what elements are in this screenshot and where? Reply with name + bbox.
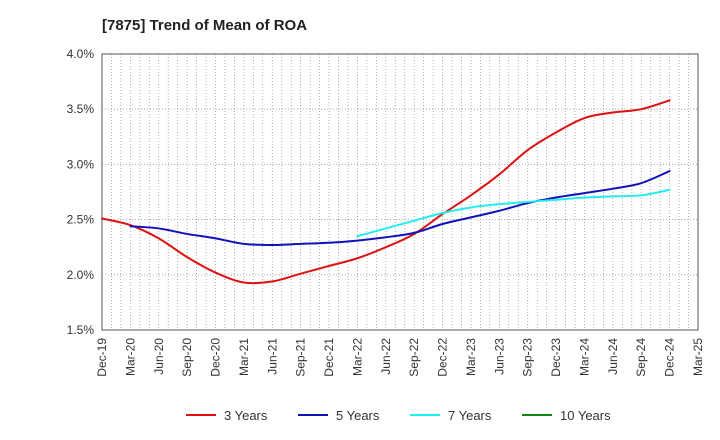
plot-frame bbox=[101, 53, 699, 331]
x-tick-label: Sep-22 bbox=[407, 338, 421, 377]
series-line-3-years bbox=[101, 99, 671, 285]
x-tick-label: Sep-23 bbox=[521, 338, 535, 377]
y-tick-label: 1.5% bbox=[67, 323, 95, 337]
x-tick-label: Mar-24 bbox=[577, 338, 591, 376]
y-tick-label: 3.0% bbox=[67, 157, 95, 171]
y-axis-ticks: 1.5% 2.0% 2.5% 3.0% 3.5% 4.0% bbox=[67, 47, 95, 337]
x-tick-label: Mar-20 bbox=[123, 338, 137, 376]
series-line-5-years bbox=[129, 170, 671, 246]
x-tick-label: Jun-24 bbox=[606, 338, 620, 375]
legend-label-3-years: 3 Years bbox=[224, 408, 268, 423]
x-tick-label: Dec-24 bbox=[663, 338, 677, 377]
x-tick-label: Mar-25 bbox=[691, 338, 705, 376]
x-tick-label: Jun-21 bbox=[265, 338, 279, 375]
x-tick-label: Sep-21 bbox=[294, 338, 308, 377]
x-axis-ticks: Dec-19 Mar-20 Jun-20 Sep-20 Dec-20 Mar-21 Jun-… bbox=[95, 338, 705, 377]
chart-title: [7875] Trend of Mean of ROA bbox=[102, 17, 307, 34]
x-tick-label: Jun-22 bbox=[379, 338, 393, 375]
grid-lines bbox=[102, 54, 698, 330]
legend-label-7-years: 7 Years bbox=[448, 408, 492, 423]
x-tick-label: Mar-22 bbox=[350, 338, 364, 376]
x-tick-label: Mar-23 bbox=[464, 338, 478, 376]
x-tick-label: Jun-23 bbox=[492, 338, 506, 375]
legend-label-5-years: 5 Years bbox=[336, 408, 380, 423]
x-tick-label: Dec-21 bbox=[322, 338, 336, 377]
series-line-7-years bbox=[356, 188, 671, 238]
y-tick-label: 2.0% bbox=[67, 268, 95, 282]
y-tick-label: 4.0% bbox=[67, 47, 95, 61]
x-tick-label: Sep-24 bbox=[634, 338, 648, 377]
legend: 3 Years 5 Years 7 Years 10 Years bbox=[186, 408, 611, 423]
x-tick-label: Sep-20 bbox=[180, 338, 194, 377]
x-tick-label: Jun-20 bbox=[152, 338, 166, 375]
series-lines bbox=[101, 99, 671, 285]
x-tick-label: Dec-20 bbox=[209, 338, 223, 377]
y-tick-label: 2.5% bbox=[67, 213, 95, 227]
x-tick-label: Dec-22 bbox=[436, 338, 450, 377]
x-tick-label: Dec-19 bbox=[95, 338, 109, 377]
y-tick-label: 3.5% bbox=[67, 102, 95, 116]
legend-label-10-years: 10 Years bbox=[560, 408, 611, 423]
x-tick-label: Mar-21 bbox=[237, 338, 251, 376]
x-tick-label: Dec-23 bbox=[549, 338, 563, 377]
